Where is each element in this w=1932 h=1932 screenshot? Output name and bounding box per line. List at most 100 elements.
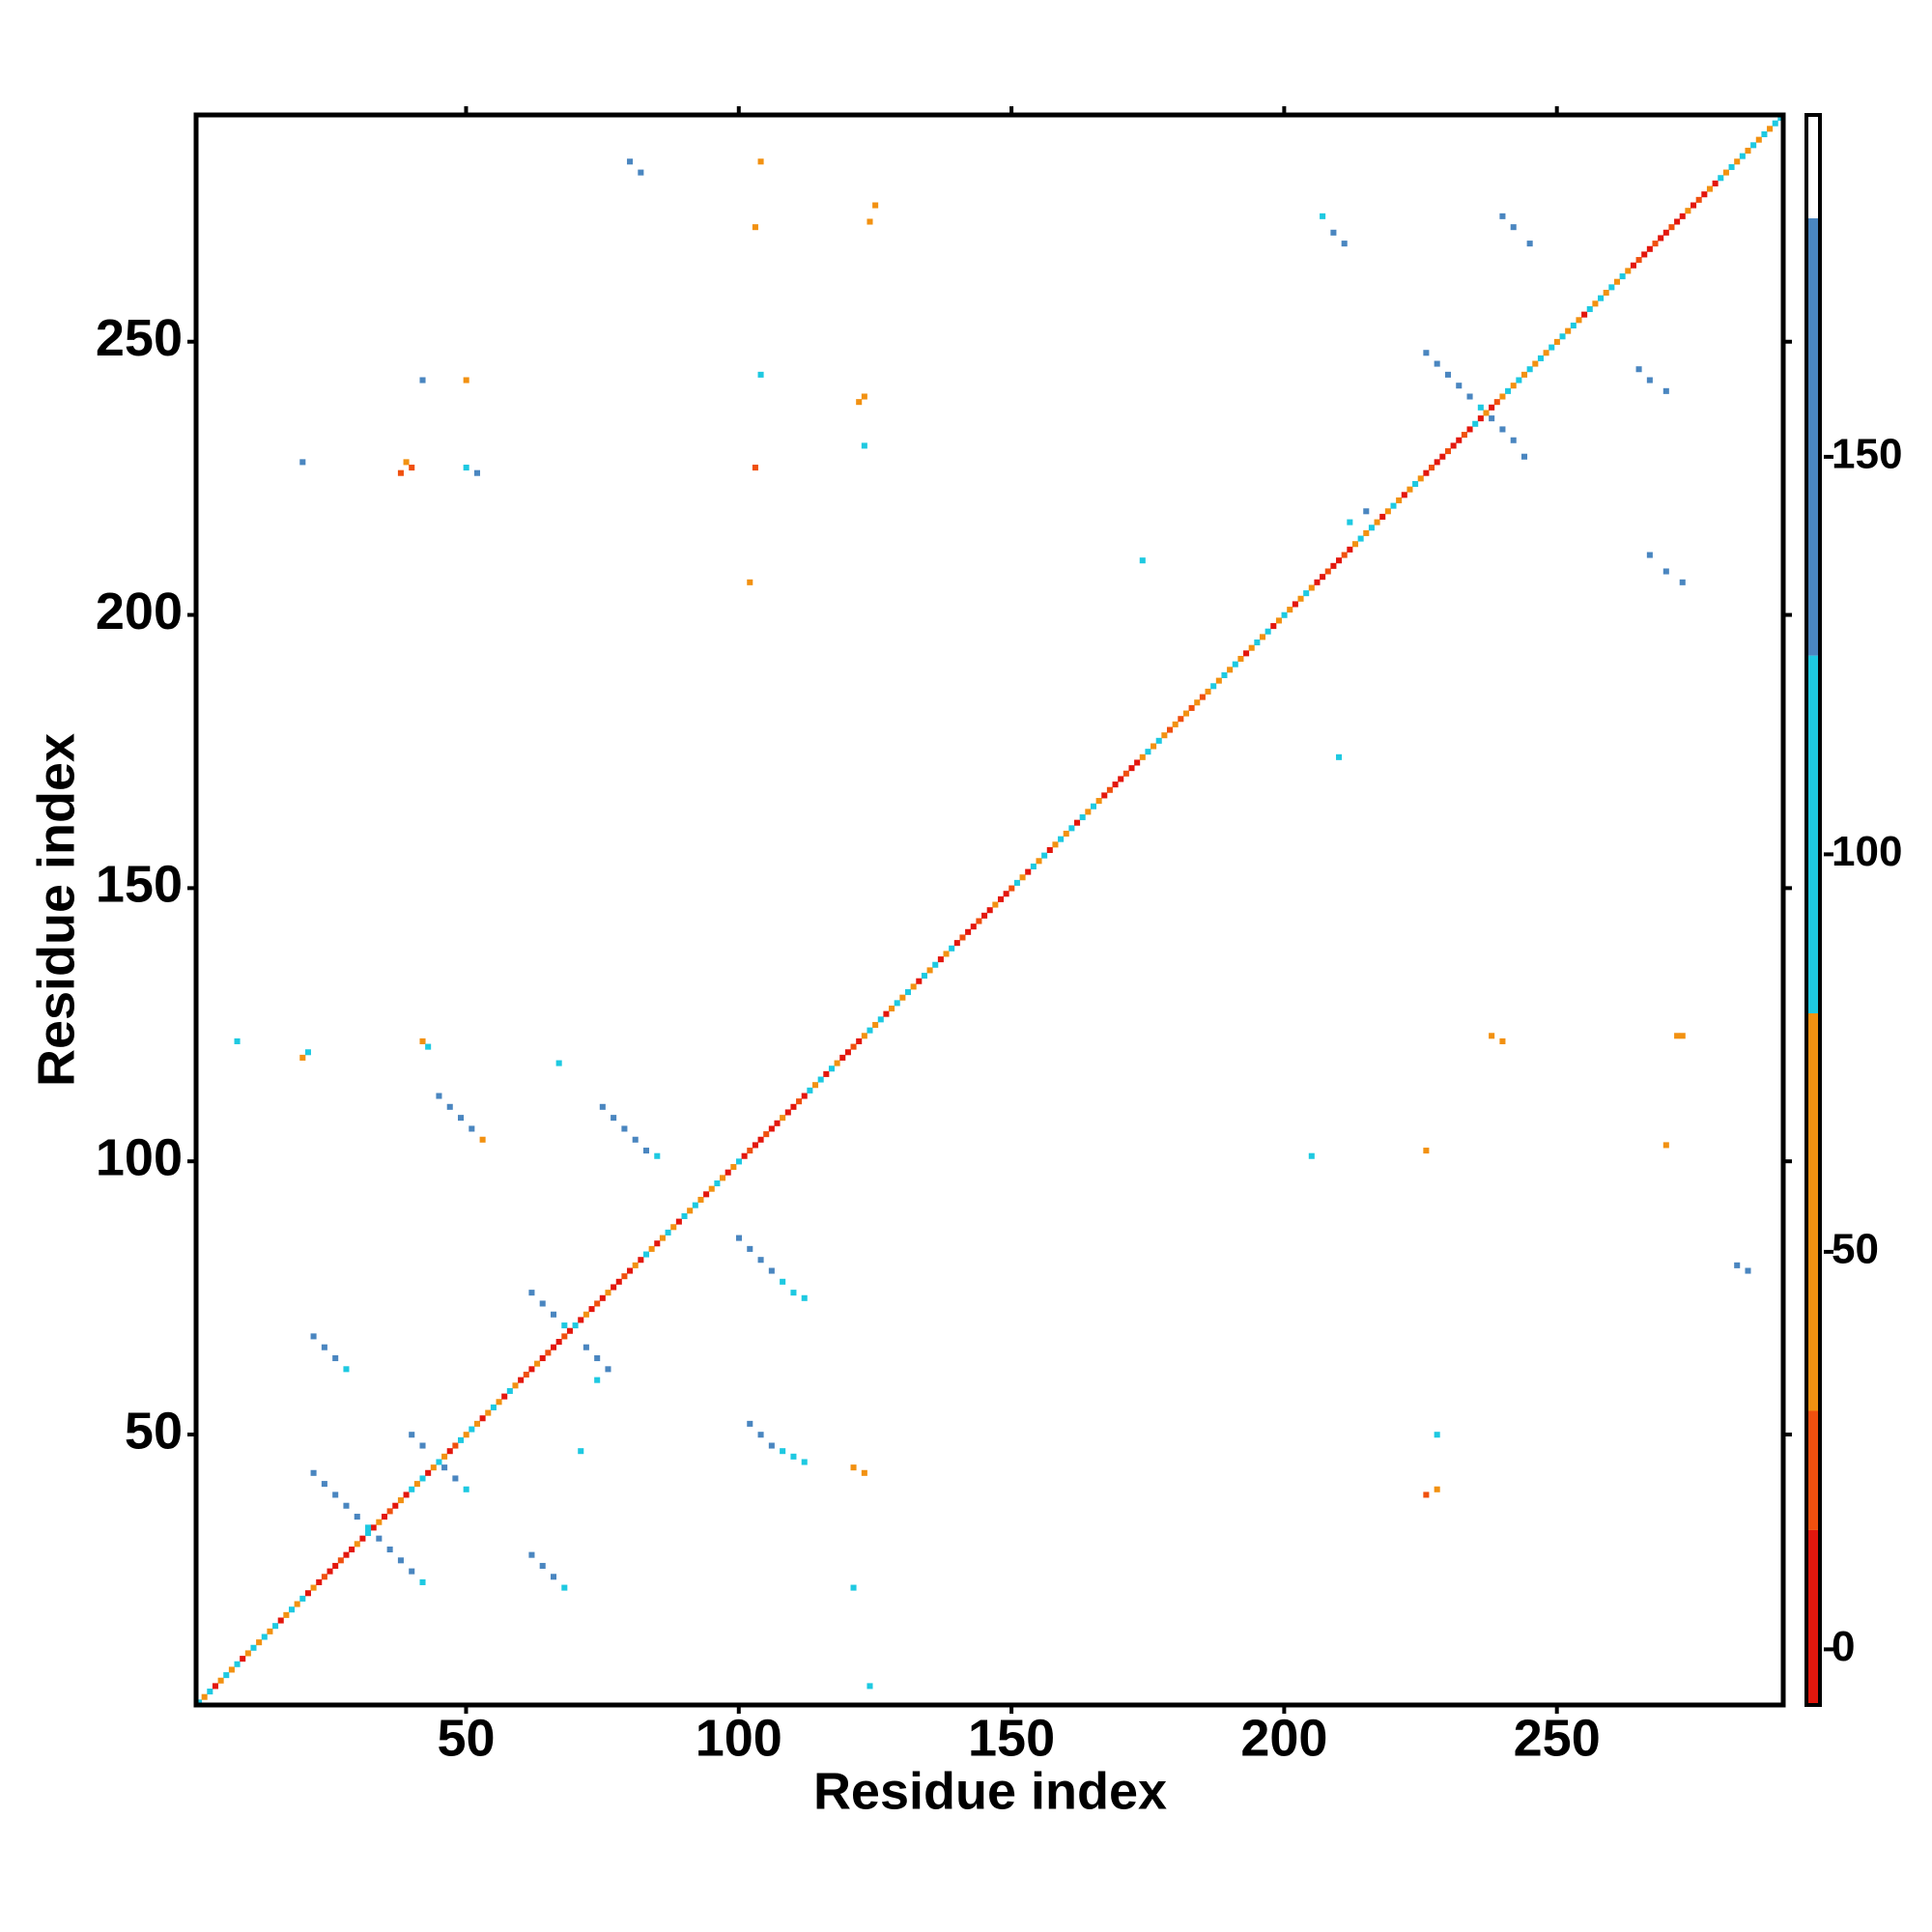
- cell: [1079, 814, 1086, 821]
- cell: [1194, 699, 1201, 706]
- colorbar-tick-label: 150: [1832, 431, 1902, 478]
- cell: [425, 1469, 432, 1476]
- cell: [506, 1387, 513, 1394]
- cell: [594, 1300, 601, 1307]
- cell: [578, 1317, 584, 1323]
- cell: [1264, 628, 1271, 635]
- cell: [501, 1393, 508, 1400]
- cell: [479, 1415, 486, 1422]
- cell: [490, 1404, 497, 1410]
- cell: [1134, 759, 1141, 766]
- cell: [1598, 295, 1605, 301]
- cell: [763, 1131, 770, 1138]
- cell: [217, 1677, 224, 1684]
- cell: [654, 1152, 661, 1159]
- cell: [523, 1371, 529, 1378]
- cell: [867, 1027, 873, 1034]
- cell: [1662, 229, 1669, 236]
- cell: [463, 1486, 469, 1492]
- cell: [299, 1595, 306, 1602]
- cell: [1679, 579, 1686, 585]
- cell: [1625, 268, 1632, 274]
- cell: [1248, 644, 1255, 651]
- cell: [959, 934, 966, 941]
- cell: [780, 1448, 786, 1455]
- cell: [1139, 753, 1146, 760]
- cell: [413, 1481, 420, 1488]
- cell: [638, 1257, 644, 1264]
- cell: [697, 1196, 704, 1204]
- cell: [823, 1070, 830, 1077]
- cell: [267, 1628, 273, 1634]
- cell: [850, 1584, 857, 1591]
- cell: [545, 1350, 552, 1356]
- cell: [299, 459, 306, 466]
- cell: [670, 1224, 677, 1231]
- cell: [304, 1049, 311, 1056]
- cell: [861, 393, 867, 400]
- cell: [1466, 393, 1473, 400]
- cell: [856, 399, 863, 406]
- cell: [970, 923, 977, 930]
- cell: [1456, 437, 1463, 443]
- cell: [1118, 776, 1124, 782]
- cell: [332, 1354, 339, 1362]
- cell: [1613, 278, 1621, 285]
- cell: [1374, 519, 1380, 526]
- y-axis-title: Residue index: [27, 733, 85, 1087]
- cell: [1423, 1492, 1430, 1498]
- cell: [196, 1699, 203, 1706]
- cell: [1330, 229, 1337, 236]
- cell: [1674, 1033, 1681, 1039]
- cell: [1722, 169, 1729, 176]
- cell: [1210, 683, 1217, 690]
- cell: [485, 1409, 492, 1416]
- cell: [801, 1459, 808, 1465]
- cell: [539, 1300, 546, 1307]
- cell: [1308, 584, 1315, 591]
- cell: [632, 1136, 639, 1143]
- cell: [283, 1611, 290, 1618]
- cell: [588, 1306, 595, 1313]
- cell: [654, 1240, 661, 1247]
- cell: [861, 1033, 867, 1039]
- cell: [1052, 841, 1059, 848]
- cell: [872, 1021, 879, 1029]
- cell: [992, 901, 999, 908]
- cell: [1155, 737, 1162, 744]
- cell: [365, 1529, 372, 1537]
- cell: [343, 1502, 350, 1509]
- cell: [1712, 180, 1719, 186]
- cell: [921, 973, 927, 980]
- cell: [642, 1148, 650, 1154]
- cell: [534, 1360, 541, 1367]
- cell: [1145, 749, 1151, 755]
- cell: [561, 1322, 568, 1329]
- cell: [354, 1541, 360, 1548]
- cell: [539, 1562, 546, 1569]
- cell: [234, 1037, 241, 1044]
- cell: [1423, 1148, 1430, 1154]
- cell: [1532, 360, 1539, 367]
- cell: [1652, 241, 1659, 247]
- cell: [1635, 366, 1642, 373]
- cell: [572, 1322, 579, 1329]
- cell: [1151, 743, 1157, 750]
- cell: [949, 945, 955, 952]
- cell: [1320, 213, 1326, 219]
- cell: [839, 1054, 846, 1061]
- cell: [801, 1294, 808, 1301]
- cell: [261, 1634, 268, 1640]
- cell: [430, 1464, 437, 1471]
- cell: [386, 1508, 393, 1515]
- cell: [1090, 803, 1096, 810]
- cell: [1182, 710, 1189, 717]
- cell: [1046, 846, 1053, 854]
- cell: [741, 1152, 748, 1159]
- cell: [256, 1639, 263, 1646]
- cell: [861, 442, 867, 449]
- cell: [1439, 453, 1446, 460]
- cell: [986, 907, 993, 914]
- cell: [632, 1262, 639, 1268]
- cell: [321, 1344, 327, 1350]
